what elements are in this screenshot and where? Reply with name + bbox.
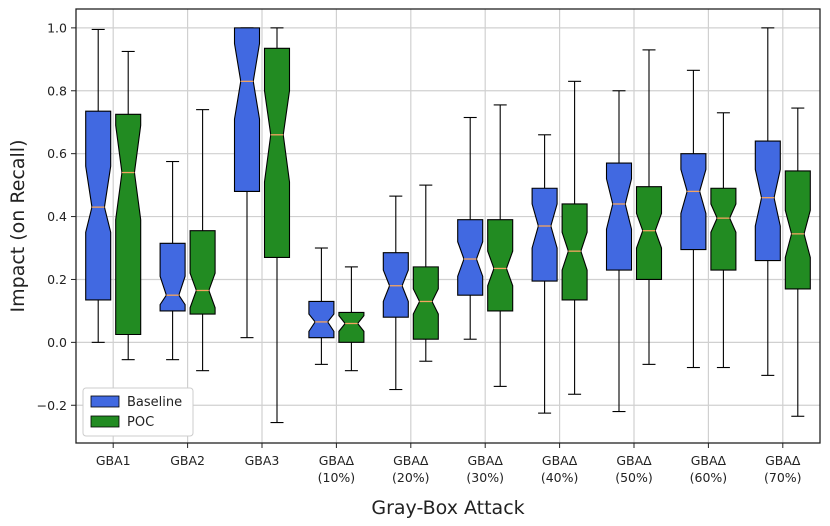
box-body [680,153,707,251]
box-body [710,187,737,271]
y-axis-ticks: −0.2 0.0 0.2 0.4 0.6 0.8 1.0 [37,20,76,413]
x-tick-label: GBAΔ [319,453,355,468]
box-body [754,140,781,262]
x-tick-label: GBA1 [96,453,131,468]
box-body [85,110,112,301]
box-body [561,203,588,301]
box-poc-5 [487,104,514,387]
box-body [531,187,558,282]
box-poc-3 [338,266,365,372]
x-tick-label: GBAΔ [468,453,504,468]
x-tick-label: GBAΔ [616,453,652,468]
box-body [115,113,142,336]
x-tick-label: (20%) [392,470,430,485]
box-body [338,311,365,343]
legend-swatch-poc [90,415,120,428]
box-body [263,47,291,258]
box-body [605,162,633,271]
box-baseline-4 [382,195,409,391]
box-poc-6 [561,80,588,395]
y-tick-label: 1.0 [47,20,67,35]
legend: Baseline POC [82,387,194,437]
x-tick-label: (30%) [466,470,504,485]
box-poc-2 [263,27,291,424]
box-body [635,186,663,281]
x-tick-label: GBAΔ [691,453,727,468]
box-baseline-8 [680,69,707,369]
x-tick-label: GBAΔ [393,453,429,468]
box-baseline-5 [457,116,484,340]
box-baseline-1 [159,160,186,361]
x-tick-label: GBAΔ [765,453,801,468]
box-plots [85,27,811,424]
legend-label-baseline: Baseline [127,395,182,410]
box-baseline-3 [308,247,335,365]
box-baseline-0 [85,28,112,343]
x-tick-label: (70%) [764,470,802,485]
box-baseline-6 [531,134,558,414]
x-axis-title: Gray-Box Attack [371,497,524,519]
box-body [233,27,261,192]
box-poc-8 [710,112,737,369]
x-tick-label: (60%) [690,470,728,485]
box-body [457,219,484,296]
x-tick-label: GBA2 [170,453,205,468]
y-tick-label: 0.0 [47,335,67,350]
box-poc-1 [189,109,216,372]
box-poc-7 [635,49,663,365]
box-body [382,252,409,318]
y-tick-label: 0.2 [47,272,67,287]
y-tick-label: 0.8 [47,83,67,98]
box-body [784,170,811,290]
x-tick-label: (40%) [541,470,579,485]
box-baseline-7 [605,90,633,413]
grid-lines [76,9,820,443]
box-baseline-2 [233,27,261,339]
x-tick-label: GBAΔ [542,453,578,468]
legend-label-poc: POC [127,415,154,430]
x-tick-label: (10%) [318,470,356,485]
box-body [308,300,335,339]
y-tick-label: −0.2 [37,398,67,413]
box-body [412,266,439,340]
box-poc-0 [115,50,142,361]
x-tick-label: GBA3 [245,453,280,468]
box-body [487,219,514,312]
box-baseline-9 [754,27,781,376]
y-axis-title: Impact (on Recall) [7,140,29,313]
legend-swatch-baseline [90,395,120,408]
y-tick-label: 0.4 [47,209,67,224]
box-poc-4 [412,184,439,362]
y-tick-label: 0.6 [47,146,67,161]
plot-frame [75,8,821,444]
box-poc-9 [784,107,811,417]
box-body [189,230,216,315]
box-body [159,242,186,312]
x-tick-label: (50%) [615,470,653,485]
x-axis-ticks: GBA1 GBA2 GBA3 GBAΔ (10%) GBAΔ (20%) GBAΔ (30%) G… [96,443,802,485]
